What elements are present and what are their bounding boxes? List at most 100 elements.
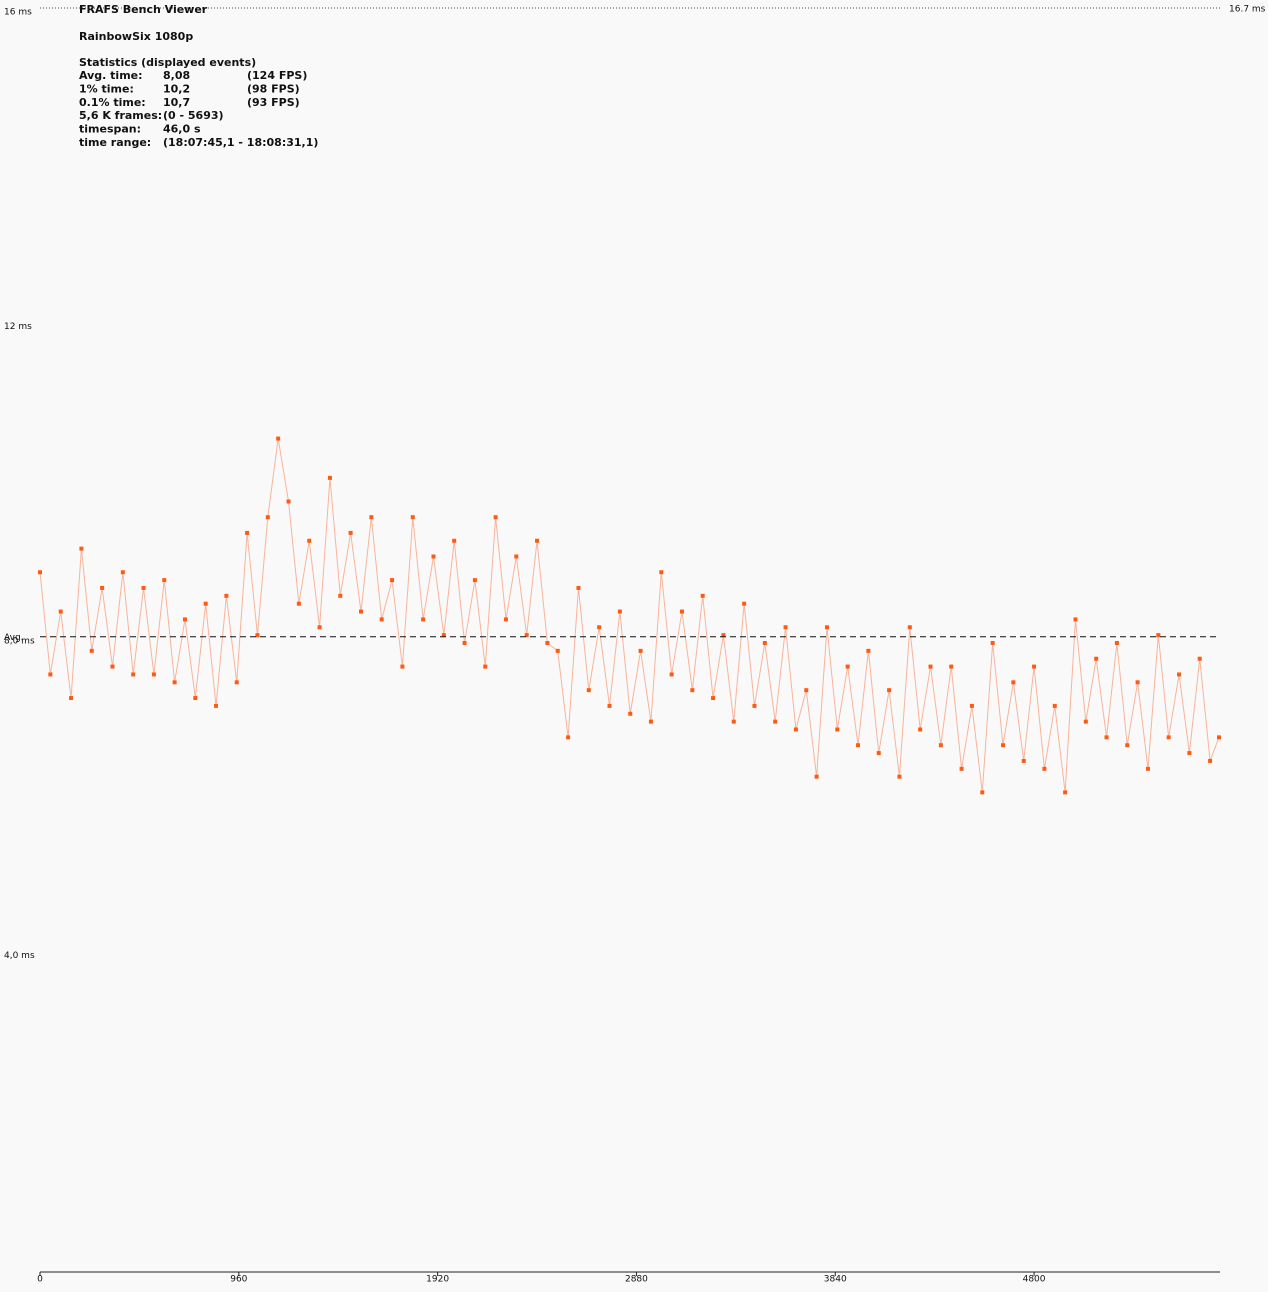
frame-point bbox=[617, 609, 622, 614]
stat-text: 10,7 bbox=[163, 96, 190, 109]
frame-point bbox=[866, 648, 871, 653]
frame-point bbox=[89, 648, 94, 653]
frame-point bbox=[949, 664, 954, 669]
frame-point bbox=[462, 641, 467, 645]
frame-point bbox=[679, 609, 684, 614]
frame-point bbox=[659, 570, 664, 575]
stat-text: 10,2 bbox=[163, 82, 190, 95]
frame-point bbox=[628, 711, 633, 716]
frame-point bbox=[742, 601, 747, 606]
frame-point bbox=[296, 601, 301, 606]
frame-point bbox=[897, 774, 902, 779]
frame-point bbox=[390, 578, 395, 583]
frame-point bbox=[1208, 758, 1213, 763]
stat-text: Avg. time: bbox=[79, 69, 143, 82]
frame-point bbox=[358, 609, 363, 614]
frame-point bbox=[182, 617, 187, 622]
frame-point bbox=[1156, 633, 1161, 638]
stat-text: time range: bbox=[79, 136, 151, 149]
frame-point bbox=[793, 727, 798, 732]
stats-heading: Statistics (displayed events) bbox=[79, 56, 256, 69]
frame-point bbox=[1135, 680, 1140, 685]
frame-point bbox=[348, 530, 353, 535]
frame-point bbox=[555, 648, 560, 653]
stat-text: (124 FPS) bbox=[247, 69, 307, 82]
frame-point bbox=[400, 664, 405, 669]
frame-point bbox=[276, 436, 281, 441]
frame-point bbox=[597, 625, 602, 630]
frame-point bbox=[524, 633, 529, 638]
frame-point bbox=[100, 585, 105, 590]
frame-point bbox=[1217, 735, 1221, 740]
frame-point bbox=[234, 680, 239, 685]
frame-point bbox=[172, 680, 177, 685]
frame-point bbox=[193, 696, 198, 701]
frame-point bbox=[918, 727, 923, 732]
frame-point bbox=[410, 515, 415, 520]
x-tick-label: 960 bbox=[230, 1275, 247, 1285]
frame-point bbox=[307, 538, 312, 543]
frame-point bbox=[421, 617, 426, 622]
frame-point bbox=[1011, 680, 1016, 685]
frame-point bbox=[48, 672, 53, 677]
x-tick-label: 2880 bbox=[625, 1275, 648, 1285]
y-tick-label: 16 ms bbox=[4, 8, 32, 18]
frame-point bbox=[1042, 766, 1047, 771]
frame-point bbox=[110, 664, 115, 669]
frame-point bbox=[566, 735, 571, 740]
stat-text: (93 FPS) bbox=[247, 96, 300, 109]
frame-point bbox=[721, 633, 726, 638]
frame-point bbox=[835, 727, 840, 732]
frame-point bbox=[151, 672, 156, 677]
frame-point bbox=[472, 578, 477, 583]
frame-point bbox=[1125, 743, 1130, 748]
frame-point bbox=[876, 751, 881, 756]
frame-point bbox=[514, 554, 519, 559]
frame-point bbox=[1177, 672, 1182, 677]
frame-point bbox=[1000, 743, 1005, 748]
frame-point bbox=[441, 633, 446, 638]
stat-text: 46,0 s bbox=[163, 123, 201, 136]
frame-point bbox=[431, 554, 436, 559]
frame-point bbox=[804, 688, 809, 693]
x-tick-label: 4800 bbox=[1023, 1275, 1046, 1285]
frame-point bbox=[120, 570, 125, 575]
frame-point bbox=[503, 617, 508, 622]
frame-point bbox=[58, 609, 63, 614]
frame-point bbox=[535, 538, 540, 543]
frame-point bbox=[731, 719, 736, 724]
frame-point bbox=[69, 696, 74, 701]
frame-point bbox=[545, 641, 550, 645]
frame-point bbox=[214, 703, 219, 708]
frame-point bbox=[317, 625, 322, 630]
stat-text: 0.1% time: bbox=[79, 96, 146, 109]
y-tick-label: 4,0 ms bbox=[4, 951, 35, 961]
frame-point bbox=[1073, 617, 1078, 622]
frame-point bbox=[938, 743, 943, 748]
frame-point bbox=[824, 625, 829, 630]
frame-point bbox=[711, 696, 716, 701]
frame-point bbox=[286, 499, 291, 504]
frame-point bbox=[131, 672, 136, 677]
frame-point bbox=[969, 703, 974, 708]
stat-text: timespan: bbox=[79, 123, 141, 136]
frame-point bbox=[959, 766, 964, 771]
frame-point bbox=[79, 546, 84, 551]
frame-point bbox=[141, 585, 146, 590]
frame-point bbox=[1063, 790, 1068, 795]
frame-point bbox=[762, 641, 767, 645]
frame-point bbox=[1187, 751, 1192, 756]
y-tick-label: 12 ms bbox=[4, 322, 32, 332]
frame-point bbox=[669, 672, 674, 677]
frame-point bbox=[452, 538, 457, 543]
y-tick-label: 8,0 ms bbox=[4, 637, 35, 647]
frame-point bbox=[1197, 656, 1202, 661]
frame-point bbox=[1083, 719, 1088, 724]
frame-point bbox=[162, 578, 167, 583]
frame-point bbox=[980, 790, 985, 795]
frame-point bbox=[338, 593, 343, 598]
stat-text: 8,08 bbox=[163, 69, 190, 82]
frame-point bbox=[369, 515, 374, 520]
